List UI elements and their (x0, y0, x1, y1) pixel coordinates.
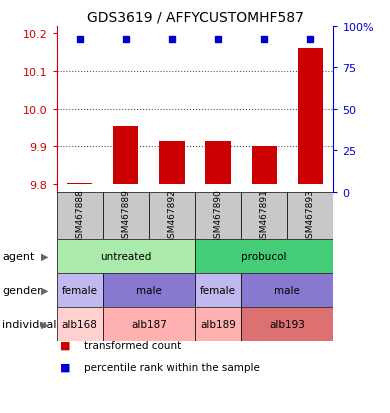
Text: ▶: ▶ (41, 252, 49, 261)
Bar (149, 192, 195, 240)
Bar (287, 192, 333, 240)
Title: GDS3619 / AFFYCUSTOMHF587: GDS3619 / AFFYCUSTOMHF587 (87, 10, 303, 24)
Bar (195, 307, 241, 341)
Text: alb168: alb168 (62, 319, 98, 329)
Bar (298, 50, 323, 185)
Text: female: female (62, 285, 98, 295)
Text: GSM467892: GSM467892 (167, 188, 176, 243)
Text: ■: ■ (60, 362, 71, 372)
Text: alb193: alb193 (269, 319, 305, 329)
Bar (241, 273, 333, 307)
Text: agent: agent (2, 252, 34, 261)
Text: GSM467890: GSM467890 (214, 188, 223, 243)
Text: GSM467888: GSM467888 (75, 188, 84, 243)
Bar (195, 240, 333, 273)
Text: alb187: alb187 (131, 319, 167, 329)
Text: ▶: ▶ (41, 285, 49, 295)
Bar (195, 192, 241, 240)
Bar (252, 147, 277, 185)
Bar (103, 273, 195, 307)
Bar (241, 307, 333, 341)
Text: individual: individual (2, 319, 57, 329)
Text: untreated: untreated (100, 252, 151, 261)
Bar (57, 307, 103, 341)
Text: percentile rank within the sample: percentile rank within the sample (84, 362, 260, 372)
Bar (241, 192, 287, 240)
Text: alb189: alb189 (200, 319, 236, 329)
Bar (195, 273, 241, 307)
Bar (57, 273, 103, 307)
Text: female: female (200, 285, 236, 295)
Text: ■: ■ (60, 340, 71, 350)
Text: GSM467889: GSM467889 (121, 188, 130, 243)
Bar (113, 126, 138, 185)
Bar (159, 141, 184, 185)
Text: GSM467893: GSM467893 (306, 188, 315, 243)
Text: gender: gender (2, 285, 42, 295)
Text: ▶: ▶ (41, 319, 49, 329)
Text: male: male (136, 285, 162, 295)
Text: probucol: probucol (241, 252, 287, 261)
Bar (57, 240, 195, 273)
Bar (67, 184, 92, 185)
Text: transformed count: transformed count (84, 340, 181, 350)
Text: male: male (274, 285, 300, 295)
Text: GSM467891: GSM467891 (260, 188, 269, 243)
Bar (103, 307, 195, 341)
Bar (57, 192, 103, 240)
Bar (103, 192, 149, 240)
Bar (206, 142, 231, 185)
